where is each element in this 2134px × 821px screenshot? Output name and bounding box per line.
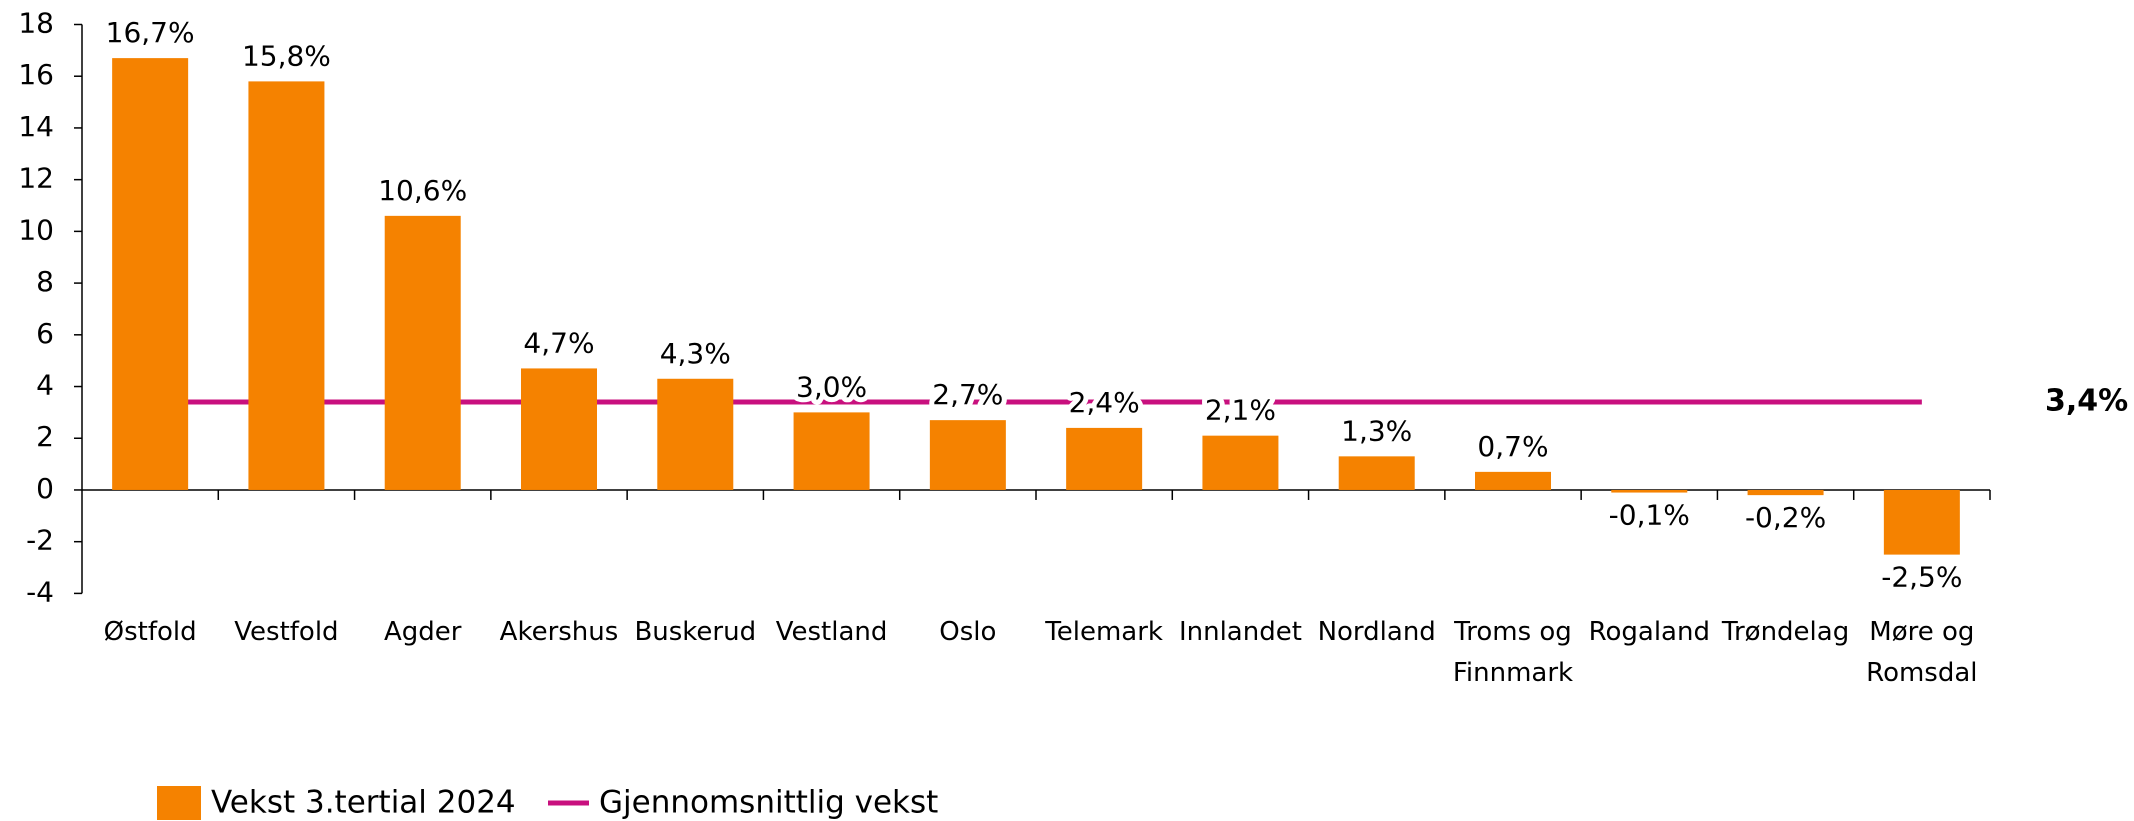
x-tick-label: Nordland [1317, 617, 1436, 647]
y-tick-label: 12 [18, 162, 54, 195]
y-tick-label: 18 [18, 7, 54, 40]
x-tick-label: Oslo [939, 617, 997, 647]
y-tick-label: 10 [18, 213, 54, 246]
y-tick-label: -2 [26, 524, 54, 557]
y-tick-label: 14 [18, 110, 54, 143]
y-tick-label: 4 [36, 369, 54, 402]
x-tick-label: Buskerud [634, 617, 757, 647]
value-label: -0,2% [1745, 501, 1826, 534]
bar [1611, 489, 1688, 493]
x-tick-label: Vestland [775, 617, 888, 647]
y-tick-label: 2 [36, 420, 54, 453]
value-label: 2,4% [1069, 386, 1140, 419]
x-tick-label: Møre og Romsdal [1866, 617, 1978, 688]
y-tick-label: 16 [18, 58, 54, 91]
x-tick-label: Akershus [499, 617, 619, 647]
value-label: 4,3% [660, 337, 731, 370]
x-tick-label: Agder [383, 617, 462, 647]
value-label: 10,6% [378, 174, 467, 207]
bar [793, 412, 870, 490]
value-label: 1,3% [1341, 414, 1412, 447]
value-label: 16,7% [106, 16, 195, 49]
bar [384, 215, 461, 490]
y-tick-label: 8 [36, 265, 54, 298]
x-tick-label: Trøndelag [1721, 617, 1850, 647]
average-label: 3,4% [2045, 384, 2128, 419]
bar [657, 378, 734, 490]
value-label: 0,7% [1477, 430, 1548, 463]
x-tick-label: Telemark [1045, 617, 1163, 647]
x-tick-label: Vestfold [234, 617, 339, 647]
value-label: -0,1% [1609, 499, 1690, 532]
bar [248, 81, 325, 490]
legend-label: Gjennomsnittlig vekst [599, 785, 938, 821]
bar [929, 420, 1006, 490]
value-label: 4,7% [523, 326, 594, 359]
bar [1338, 456, 1415, 490]
bar [1747, 489, 1824, 496]
y-tick-label: 6 [36, 317, 54, 350]
bar [1475, 471, 1551, 490]
x-tick-label: Troms og Finnmark [1452, 617, 1574, 688]
value-label: -2,5% [1881, 561, 1962, 594]
legend-swatch [157, 786, 201, 820]
bar [1202, 435, 1279, 490]
value-label: 2,7% [932, 378, 1003, 411]
x-tick-label: Innlandet [1178, 617, 1302, 647]
legend-label: Vekst 3.tertial 2024 [211, 785, 516, 821]
bar [1883, 489, 1960, 555]
bar [112, 58, 189, 490]
bar [521, 368, 597, 490]
x-tick-label: Rogaland [1588, 617, 1710, 647]
value-label: 2,1% [1205, 394, 1276, 427]
y-tick-label: -4 [26, 575, 54, 608]
value-label: 15,8% [242, 39, 331, 72]
x-tick-label: Østfold [103, 617, 197, 647]
y-tick-label: 0 [36, 472, 54, 505]
bar [1066, 427, 1143, 490]
value-label: 3,0% [796, 370, 867, 403]
